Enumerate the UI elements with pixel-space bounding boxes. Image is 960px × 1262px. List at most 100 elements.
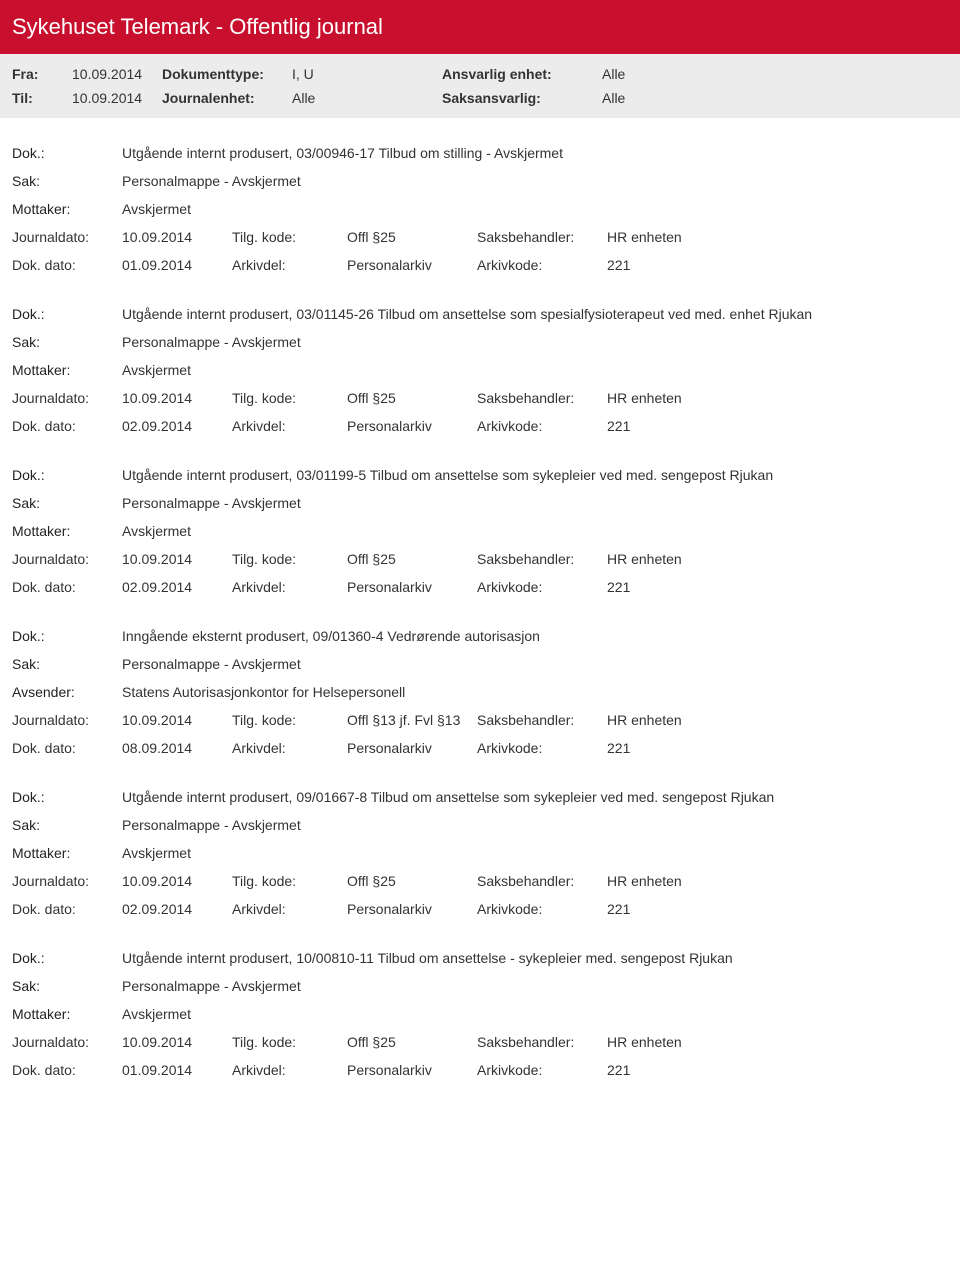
tilgkode-value: Offl §25 [347,873,477,889]
meta-row-2: Dok. dato: 02.09.2014 Arkivdel: Personal… [0,895,960,923]
journaldato-value: 10.09.2014 [122,390,232,406]
party-value: Avskjermet [122,362,948,378]
party-label: Mottaker: [12,362,122,378]
sak-label: Sak: [12,495,122,511]
meta-row-1: Journaldato: 10.09.2014 Tilg. kode: Offl… [0,1028,960,1056]
dok-value: Utgående internt produsert, 09/01667-8 T… [122,789,948,805]
party-label: Mottaker: [12,845,122,861]
dok-label: Dok.: [12,789,122,805]
journaldato-value: 10.09.2014 [122,873,232,889]
party-value: Avskjermet [122,845,948,861]
sak-label: Sak: [12,817,122,833]
saksbehandler-value: HR enheten [607,712,757,728]
tilgkode-label: Tilg. kode: [232,551,347,567]
saksbehandler-label: Saksbehandler: [477,390,607,406]
dok-value: Utgående internt produsert, 03/01199-5 T… [122,467,948,483]
dok-value: Utgående internt produsert, 03/00946-17 … [122,145,948,161]
tilgkode-label: Tilg. kode: [232,229,347,245]
tilgkode-value: Offl §25 [347,551,477,567]
saksansvarlig-value: Alle [602,90,752,106]
dokdato-value: 01.09.2014 [122,1062,232,1078]
dok-label: Dok.: [12,145,122,161]
meta-row-2: Dok. dato: 01.09.2014 Arkivdel: Personal… [0,251,960,279]
dokdato-label: Dok. dato: [12,901,122,917]
meta-row-2: Dok. dato: 08.09.2014 Arkivdel: Personal… [0,734,960,762]
arkivdel-label: Arkivdel: [232,1062,347,1078]
saksansvarlig-label: Saksansvarlig: [442,90,602,106]
dokdato-value: 08.09.2014 [122,740,232,756]
arkivkode-value: 221 [607,257,757,273]
sak-value: Personalmappe - Avskjermet [122,817,948,833]
arkivdel-value: Personalarkiv [347,740,477,756]
journaldato-label: Journaldato: [12,551,122,567]
party-label: Mottaker: [12,523,122,539]
arkivkode-value: 221 [607,418,757,434]
sak-label: Sak: [12,334,122,350]
arkivdel-label: Arkivdel: [232,579,347,595]
arkivkode-value: 221 [607,579,757,595]
tilgkode-value: Offl §13 jf. Fvl §13 [347,712,477,728]
party-value: Avskjermet [122,523,948,539]
meta-row-2: Dok. dato: 02.09.2014 Arkivdel: Personal… [0,412,960,440]
party-value: Avskjermet [122,201,948,217]
ansvarlig-value: Alle [602,66,752,82]
arkivkode-label: Arkivkode: [477,418,607,434]
journaldato-value: 10.09.2014 [122,551,232,567]
dok-label: Dok.: [12,306,122,322]
arkivkode-value: 221 [607,740,757,756]
arkivkode-value: 221 [607,1062,757,1078]
arkivkode-label: Arkivkode: [477,257,607,273]
saksbehandler-label: Saksbehandler: [477,712,607,728]
saksbehandler-value: HR enheten [607,551,757,567]
tilgkode-label: Tilg. kode: [232,1034,347,1050]
saksbehandler-value: HR enheten [607,1034,757,1050]
saksbehandler-label: Saksbehandler: [477,551,607,567]
dokdato-label: Dok. dato: [12,740,122,756]
saksbehandler-value: HR enheten [607,229,757,245]
journaldato-value: 10.09.2014 [122,1034,232,1050]
meta-row-1: Journaldato: 10.09.2014 Tilg. kode: Offl… [0,706,960,734]
sak-value: Personalmappe - Avskjermet [122,495,948,511]
arkivdel-value: Personalarkiv [347,418,477,434]
journaldato-label: Journaldato: [12,873,122,889]
fra-value: 10.09.2014 [72,66,162,82]
arkivdel-label: Arkivdel: [232,901,347,917]
dokdato-label: Dok. dato: [12,1062,122,1078]
arkivdel-label: Arkivdel: [232,418,347,434]
journal-entry: Dok.: Utgående internt produsert, 09/016… [0,782,960,923]
dok-value: Utgående internt produsert, 03/01145-26 … [122,306,948,322]
saksbehandler-label: Saksbehandler: [477,229,607,245]
journal-entry: Dok.: Utgående internt produsert, 10/008… [0,943,960,1084]
party-label: Avsender: [12,684,122,700]
dokdato-value: 02.09.2014 [122,579,232,595]
arkivkode-label: Arkivkode: [477,901,607,917]
journaldato-label: Journaldato: [12,1034,122,1050]
journaldato-value: 10.09.2014 [122,712,232,728]
arkivkode-label: Arkivkode: [477,740,607,756]
party-value: Avskjermet [122,1006,948,1022]
dok-label: Dok.: [12,950,122,966]
dokdato-label: Dok. dato: [12,418,122,434]
doktype-value: I, U [292,66,442,82]
dokdato-label: Dok. dato: [12,579,122,595]
page-title: Sykehuset Telemark - Offentlig journal [0,0,960,54]
journaldato-label: Journaldato: [12,229,122,245]
sak-label: Sak: [12,656,122,672]
tilgkode-label: Tilg. kode: [232,390,347,406]
arkivdel-value: Personalarkiv [347,1062,477,1078]
arkivdel-value: Personalarkiv [347,901,477,917]
arkivkode-label: Arkivkode: [477,1062,607,1078]
dok-value: Utgående internt produsert, 10/00810-11 … [122,950,948,966]
arkivkode-label: Arkivkode: [477,579,607,595]
filter-panel: Fra: 10.09.2014 Dokumenttype: I, U Ansva… [0,54,960,118]
meta-row-2: Dok. dato: 02.09.2014 Arkivdel: Personal… [0,573,960,601]
saksbehandler-label: Saksbehandler: [477,1034,607,1050]
saksbehandler-value: HR enheten [607,873,757,889]
meta-row-1: Journaldato: 10.09.2014 Tilg. kode: Offl… [0,384,960,412]
doktype-label: Dokumenttype: [162,66,292,82]
saksbehandler-label: Saksbehandler: [477,873,607,889]
tilgkode-label: Tilg. kode: [232,712,347,728]
sak-label: Sak: [12,173,122,189]
journal-entry: Dok.: Utgående internt produsert, 03/011… [0,460,960,601]
arkivdel-label: Arkivdel: [232,257,347,273]
